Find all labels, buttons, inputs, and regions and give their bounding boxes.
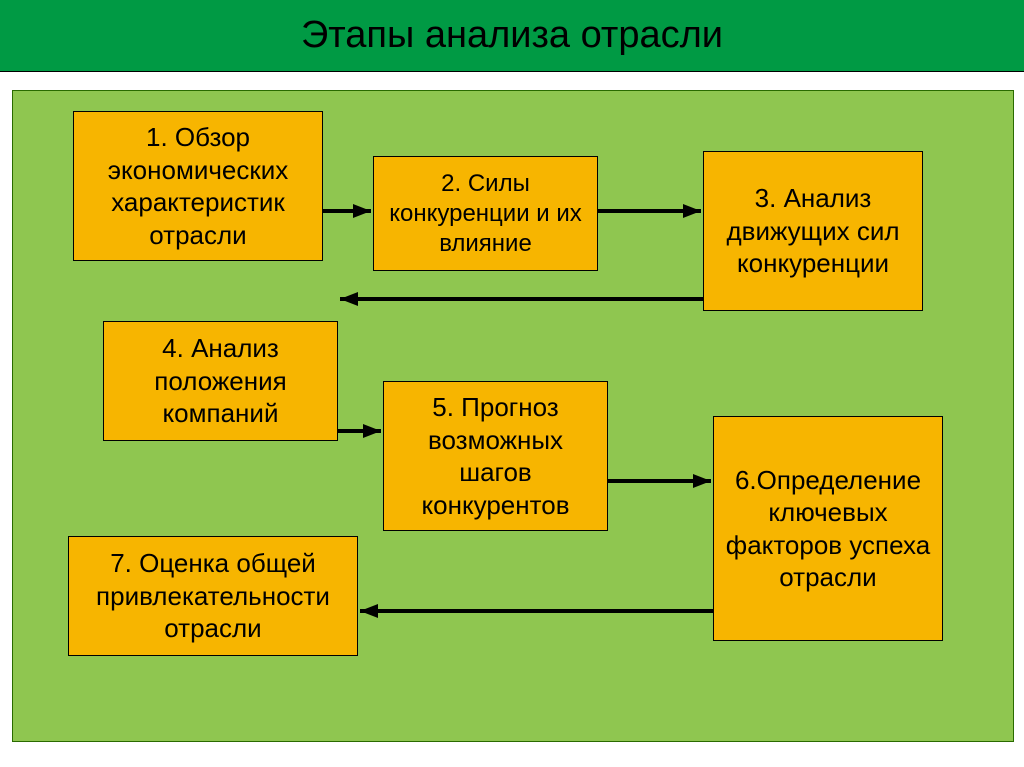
page-title: Этапы анализа отрасли <box>0 0 1024 72</box>
node-n3: 3. Анализ движущих сил конкуренции <box>703 151 923 311</box>
node-n1: 1. Обзор экономических характеристик отр… <box>73 111 323 261</box>
title-text: Этапы анализа отрасли <box>301 14 723 56</box>
node-label: 6.Определение ключевых факторов успеха о… <box>722 464 934 594</box>
node-n2: 2. Силы конкуренции и их влияние <box>373 156 598 271</box>
node-label: 4. Анализ положения компаний <box>112 332 329 430</box>
node-n5: 5. Прогноз возможных шагов конкурентов <box>383 381 608 531</box>
node-label: 1. Обзор экономических характеристик отр… <box>82 121 314 251</box>
node-label: 7. Оценка общей привлекательности отрасл… <box>77 547 349 645</box>
node-label: 3. Анализ движущих сил конкуренции <box>712 182 914 280</box>
diagram-canvas: 1. Обзор экономических характеристик отр… <box>12 90 1014 742</box>
node-n6: 6.Определение ключевых факторов успеха о… <box>713 416 943 641</box>
node-n7: 7. Оценка общей привлекательности отрасл… <box>68 536 358 656</box>
node-label: 2. Силы конкуренции и их влияние <box>382 169 589 259</box>
node-label: 5. Прогноз возможных шагов конкурентов <box>392 391 599 521</box>
node-n4: 4. Анализ положения компаний <box>103 321 338 441</box>
